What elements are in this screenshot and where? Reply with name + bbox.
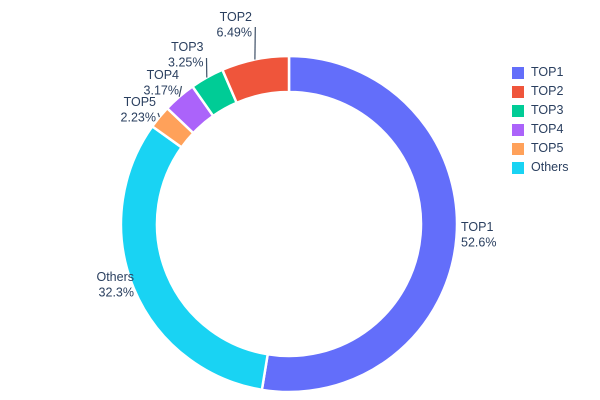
legend-item-top3[interactable]: TOP3 [512, 101, 569, 120]
slice-label-top1: TOP1 52.6% [461, 220, 496, 250]
legend-item-top2[interactable]: TOP2 [512, 82, 569, 101]
slice-others[interactable] [119, 125, 269, 392]
legend-label-top5: TOP5 [531, 141, 564, 155]
slice-label-top5: TOP5 2.23% [121, 95, 157, 125]
legend-swatch-top2 [512, 85, 524, 98]
legend-swatch-top3 [512, 104, 524, 117]
slice-label-top3: TOP3 3.25% [168, 40, 204, 70]
slice-label-others: Others 32.3% [96, 270, 134, 300]
legend-swatch-others [512, 161, 524, 174]
legend-item-top5[interactable]: TOP5 [512, 139, 569, 158]
leader-line-top4 [178, 85, 183, 97]
legend-label-top3: TOP3 [531, 103, 564, 117]
legend-label-top1: TOP1 [531, 65, 564, 79]
legend: TOP1 TOP2 TOP3 TOP4 TOP5 Others [512, 63, 569, 177]
slice-top1[interactable] [260, 54, 459, 394]
legend-label-top4: TOP4 [531, 122, 564, 136]
legend-swatch-top1 [512, 66, 524, 79]
legend-label-top2: TOP2 [531, 84, 564, 98]
leader-line-top5 [157, 112, 160, 118]
legend-swatch-top4 [512, 123, 524, 136]
legend-label-others: Others [531, 160, 569, 174]
slice-label-top4: TOP4 3.17% [144, 68, 180, 98]
legend-swatch-top5 [512, 142, 524, 155]
slice-top2[interactable] [221, 54, 291, 105]
legend-item-top4[interactable]: TOP4 [512, 120, 569, 139]
legend-item-others[interactable]: Others [512, 158, 569, 177]
slice-label-top2: TOP2 6.49% [217, 10, 253, 40]
legend-item-top1[interactable]: TOP1 [512, 63, 569, 82]
